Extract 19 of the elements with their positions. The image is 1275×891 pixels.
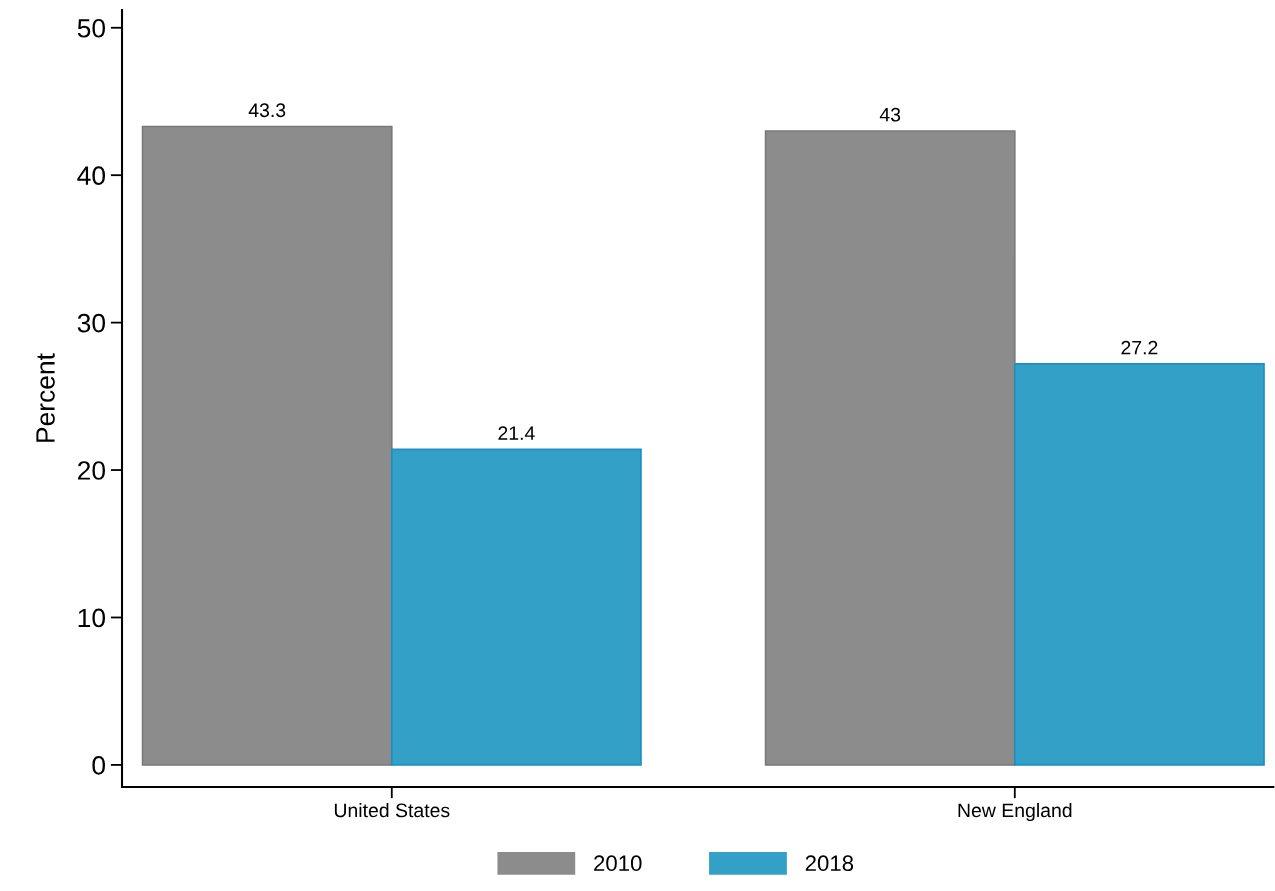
y-tick-label: 20 [78, 461, 106, 480]
data-label: 43.3 [248, 103, 286, 118]
y-tick-label: 30 [77, 313, 106, 333]
data-label: 43 [879, 107, 901, 122]
bar [1013, 363, 1265, 766]
bar [141, 125, 393, 766]
data-label: 27.2 [1121, 340, 1158, 355]
legend-label: 2010 [594, 855, 642, 872]
y-tick-label: 10 [78, 608, 106, 628]
bar [764, 130, 1016, 766]
y-axis-title: Percent [36, 353, 55, 442]
y-tick-label: 40 [77, 166, 106, 186]
x-tick-label: United States [334, 802, 450, 818]
y-tick-label: 50 [77, 18, 106, 38]
legend-label: 2018 [805, 855, 854, 872]
x-tick-label: New England [958, 802, 1072, 822]
bar [390, 448, 642, 766]
y-tick-label: 0 [92, 756, 106, 775]
data-label: 21.4 [498, 426, 535, 440]
